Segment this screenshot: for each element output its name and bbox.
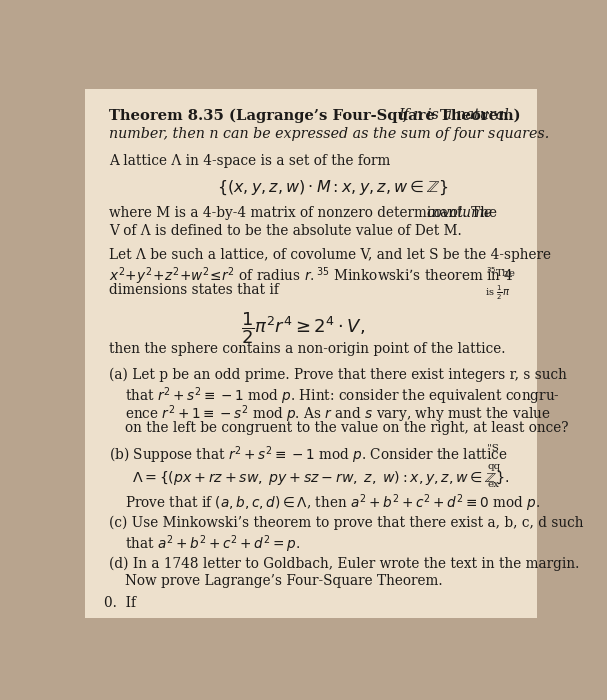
Text: where M is a 4-by-4 matrix of nonzero determinant. The: where M is a 4-by-4 matrix of nonzero de… — [109, 206, 501, 220]
Text: Prove that if $(a, b, c, d) \in \Lambda$, then $a^2 + b^2 + c^2 + d^2 \equiv 0$ : Prove that if $(a, b, c, d) \in \Lambda$… — [125, 492, 541, 514]
Text: $\Lambda = \{(px + rz + sw,\; py + sz - rw,\; z,\; w) : x, y, z, w \in \mathbb{Z: $\Lambda = \{(px + rz + sw,\; py + sz - … — [132, 469, 510, 486]
Text: qq: qq — [487, 462, 500, 471]
FancyBboxPatch shape — [85, 90, 537, 617]
Text: $\dfrac{1}{2}\pi^2 r^4 \geq 2^4 \cdot V,$: $\dfrac{1}{2}\pi^2 r^4 \geq 2^4 \cdot V,… — [240, 310, 365, 346]
Text: number, then n can be expressed as the sum of four squares.: number, then n can be expressed as the s… — [109, 127, 549, 141]
Text: then the sphere contains a non-origin point of the lattice.: then the sphere contains a non-origin po… — [109, 342, 505, 356]
Text: (c) Use Minkowski’s theorem to prove that there exist a, b, c, d such: (c) Use Minkowski’s theorem to prove tha… — [109, 515, 583, 530]
Text: ex: ex — [487, 480, 499, 489]
Text: on the left be congruent to the value on the right, at least once?: on the left be congruent to the value on… — [125, 421, 569, 435]
Text: that $a^2 + b^2 + c^2 + d^2 = p.$: that $a^2 + b^2 + c^2 + d^2 = p.$ — [125, 533, 300, 554]
Text: V of Λ is defined to be the absolute value of Det M.: V of Λ is defined to be the absolute val… — [109, 223, 461, 237]
Text: $\{(x, y, z, w) \cdot M : x, y, z, w \in \mathbb{Z}\}$: $\{(x, y, z, w) \cdot M : x, y, z, w \in… — [217, 179, 449, 197]
Text: that $r^2 + s^2 \equiv -1$ mod $p$. Hint: consider the equivalent congru-: that $r^2 + s^2 \equiv -1$ mod $p$. Hint… — [125, 385, 560, 407]
Text: A lattice Λ in 4-space is a set of the form: A lattice Λ in 4-space is a set of the f… — [109, 154, 390, 168]
Text: If n is a natural: If n is a natural — [398, 108, 509, 122]
Text: Let Λ be such a lattice, of covolume V, and let S be the 4-sphere: Let Λ be such a lattice, of covolume V, … — [109, 248, 551, 262]
Text: ence $r^2 + 1 \equiv -s^2$ mod $p$. As $r$ and $s$ vary, why must the value: ence $r^2 + 1 \equiv -s^2$ mod $p$. As $… — [125, 403, 551, 425]
Text: $^{35}$The: $^{35}$The — [486, 265, 516, 279]
Text: $x^2\!+\!y^2\!+\!z^2\!+\!w^2\!\leq\! r^2$ of radius $r.^{35}$ Minkowski’s theore: $x^2\!+\!y^2\!+\!z^2\!+\!w^2\!\leq\! r^2… — [109, 265, 514, 287]
Text: (a) Let p be an odd prime. Prove that there exist integers r, s such: (a) Let p be an odd prime. Prove that th… — [109, 368, 567, 382]
Text: is $\frac{1}{2}\pi$: is $\frac{1}{2}\pi$ — [484, 284, 510, 302]
Text: dimensions states that if: dimensions states that if — [109, 284, 279, 298]
Text: Theorem 8.35 (Lagrange’s Four-Square Theorem): Theorem 8.35 (Lagrange’s Four-Square The… — [109, 108, 520, 122]
Text: (d) In a 1748 letter to Goldbach, Euler wrote the text in the margin.: (d) In a 1748 letter to Goldbach, Euler … — [109, 556, 579, 570]
Text: Now prove Lagrange’s Four-Square Theorem.: Now prove Lagrange’s Four-Square Theorem… — [125, 574, 443, 588]
Text: 0.  If: 0. If — [104, 596, 136, 610]
Text: (b) Suppose that $r^2 + s^2 \equiv -1$ mod $p$. Consider the lattice: (b) Suppose that $r^2 + s^2 \equiv -1$ m… — [109, 444, 507, 466]
Text: covolume: covolume — [427, 206, 493, 220]
Text: "S: "S — [487, 444, 499, 453]
